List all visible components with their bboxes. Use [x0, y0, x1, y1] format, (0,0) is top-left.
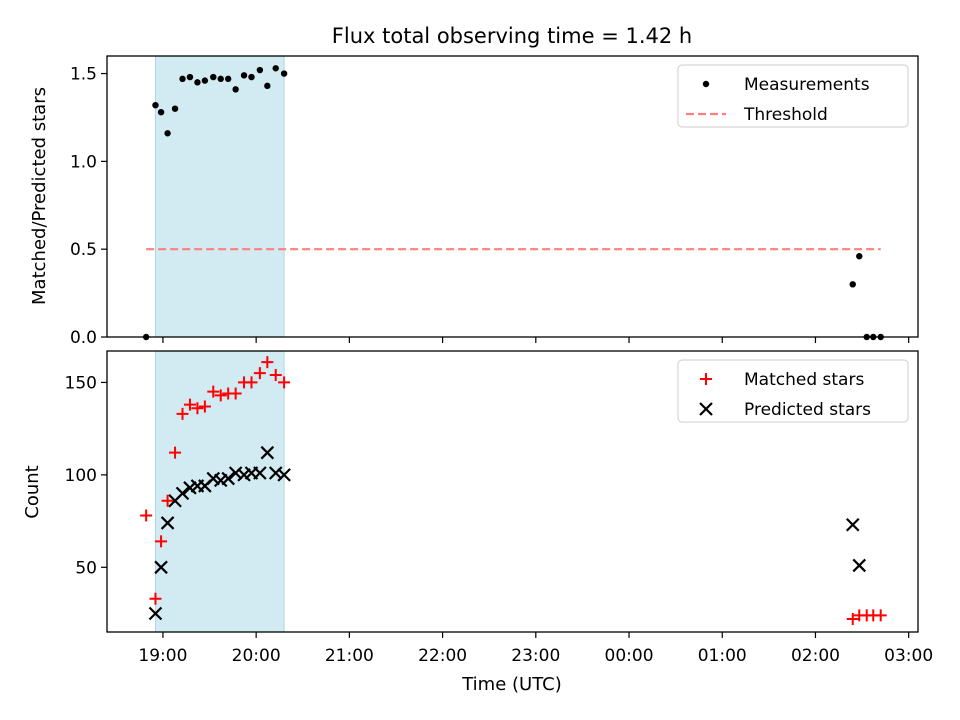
- data-point: [148, 606, 163, 621]
- data-point: [248, 73, 255, 81]
- legend-swatch: [702, 80, 710, 88]
- axes-frame: [106, 55, 919, 338]
- legend: Matched stars Predicted stars: [677, 359, 909, 423]
- series-matched-stars: [140, 356, 887, 626]
- x-tick-label: 23:00: [511, 646, 560, 666]
- axes-frame: [106, 350, 919, 633]
- data-point: [280, 70, 288, 77]
- y-tick-label: 1.5: [70, 65, 97, 85]
- data-point: [229, 387, 242, 400]
- data-point: [232, 86, 239, 93]
- data-point: [224, 75, 232, 83]
- data-point: [214, 389, 227, 402]
- data-point: [278, 376, 291, 389]
- data-point: [856, 253, 863, 260]
- data-point: [269, 369, 282, 382]
- data-point: [155, 535, 168, 548]
- x-tick-label: 00:00: [605, 646, 654, 666]
- data-point: [149, 592, 162, 605]
- panel-ratio: 0.0 0.5 1.0 1.5 Measurements Threshold: [70, 55, 919, 348]
- data-point: [272, 65, 279, 72]
- legend-box: [677, 359, 909, 423]
- legend-swatch: [699, 402, 713, 416]
- data-point: [845, 517, 860, 532]
- data-point: [846, 613, 859, 626]
- data-point: [169, 446, 182, 459]
- legend-label: Predicted stars: [744, 400, 871, 420]
- series-measurements: [142, 65, 884, 341]
- data-point: [221, 471, 235, 486]
- y-tick-label: 0.5: [70, 240, 97, 260]
- x-tick-label: 19:00: [138, 646, 187, 666]
- data-point: [260, 445, 275, 460]
- data-point: [849, 281, 856, 288]
- data-point: [240, 72, 248, 79]
- y-tick-label: 0.0: [70, 328, 97, 348]
- legend-label: Measurements: [744, 75, 870, 95]
- data-point: [264, 82, 271, 90]
- y-tick-label: 1.0: [70, 152, 97, 172]
- legend-label: Threshold: [743, 105, 828, 125]
- data-point: [179, 75, 186, 83]
- data-point: [210, 73, 217, 81]
- data-point: [256, 66, 264, 74]
- shaded-interval: [154, 55, 285, 338]
- x-tick-label: 01:00: [698, 646, 747, 666]
- data-point: [154, 560, 168, 575]
- data-point: [140, 509, 153, 522]
- data-point: [874, 609, 887, 622]
- data-point: [186, 73, 194, 81]
- chart-title: Flux total observing time = 1.42 h: [332, 24, 692, 48]
- x-tick-label: 02:00: [791, 646, 840, 666]
- data-point: [183, 398, 196, 411]
- data-point: [171, 105, 179, 112]
- data-point: [253, 367, 266, 380]
- data-point: [253, 466, 267, 480]
- data-point: [207, 385, 220, 398]
- data-point: [161, 494, 174, 507]
- panel-counts: 50 100 150 19:00 20:00 21:00 22:00 23:00 00:00 01…: [65, 350, 933, 666]
- data-point: [160, 516, 175, 530]
- y-axis-label-ratio: Matched/Predicted stars: [29, 87, 50, 305]
- data-point: [176, 407, 189, 420]
- legend-box: [677, 64, 909, 128]
- data-point: [157, 109, 165, 116]
- data-point: [198, 400, 211, 413]
- data-point: [194, 79, 201, 86]
- x-axis-label: Time (UTC): [461, 674, 562, 695]
- legend-label: Matched stars: [744, 370, 864, 390]
- data-point: [191, 402, 204, 415]
- x-tick-label: 03:00: [884, 646, 933, 666]
- data-point: [201, 77, 209, 84]
- data-point: [277, 468, 291, 482]
- legend-swatch: [700, 373, 712, 385]
- legend: Measurements Threshold: [677, 64, 909, 128]
- series-predicted-stars: [148, 445, 867, 621]
- y-tick-label: 100: [65, 466, 97, 486]
- data-point: [261, 356, 274, 369]
- data-point: [217, 75, 224, 83]
- y-axis-label-counts: Count: [22, 465, 43, 518]
- x-tick-label: 20:00: [232, 646, 281, 666]
- y-tick-label: 150: [65, 373, 97, 393]
- data-point: [175, 486, 190, 501]
- data-point: [164, 130, 171, 137]
- x-tick-label: 22:00: [418, 646, 467, 666]
- data-point: [852, 558, 867, 573]
- data-point: [152, 101, 159, 109]
- y-tick-label: 50: [75, 558, 97, 578]
- x-tick-label: 21:00: [325, 646, 374, 666]
- data-point: [245, 376, 258, 389]
